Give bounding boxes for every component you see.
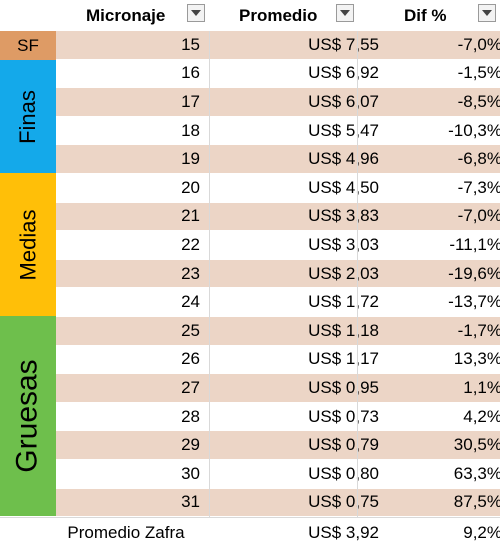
dif-cell: -1,7% [457, 320, 500, 340]
promedio-cell: US$ 0,75 [308, 492, 379, 512]
micronaje-cell: 19 [181, 149, 200, 169]
table-row: 16 US$ 6,92 -1,5% [56, 59, 500, 89]
header-promedio: Promedio [209, 0, 357, 32]
dif-cell: 4,2% [463, 406, 500, 426]
micronaje-cell: 21 [181, 206, 200, 226]
micronaje-cell: 20 [181, 177, 200, 197]
promedio-cell: US$ 1,72 [308, 292, 379, 312]
footer-row: Promedio Zafra US$ 3,92 9,2% [0, 517, 500, 547]
promedio-cell: US$ 2,03 [308, 263, 379, 283]
promedio-cell: US$ 0,73 [308, 406, 379, 426]
dif-cell: -10,3% [448, 120, 500, 140]
group-finas: Finas [0, 60, 56, 173]
promedio-cell: US$ 0,79 [308, 435, 379, 455]
dif-cell: -19,6% [448, 263, 500, 283]
promedio-cell: US$ 5,47 [308, 120, 379, 140]
dif-cell: -7,3% [457, 177, 500, 197]
table-row: 28 US$ 0,73 4,2% [56, 402, 500, 432]
promedio-cell: US$ 6,07 [308, 91, 379, 111]
micronaje-cell: 24 [181, 292, 200, 312]
column-divider [357, 31, 358, 517]
micronaje-cell: 22 [181, 234, 200, 254]
micronaje-cell: 17 [181, 91, 200, 111]
group-medias-label: Medias [15, 209, 41, 280]
footer-label: Promedio Zafra [67, 522, 185, 542]
dif-cell: 63,3% [453, 463, 500, 483]
group-sf: SF [0, 31, 56, 60]
dif-cell: -6,8% [457, 149, 500, 169]
dif-cell: -8,5% [457, 91, 500, 111]
table-row: 20 US$ 4,50 -7,3% [56, 174, 500, 203]
table-row: 17 US$ 6,07 -8,5% [56, 88, 500, 117]
promedio-cell: US$ 6,92 [308, 63, 379, 83]
promedio-cell: US$ 7,55 [308, 34, 379, 54]
footer-dif: 9,2% [463, 522, 500, 542]
table-row: 15 US$ 7,55 -7,0% [56, 31, 500, 60]
micronaje-cell: 16 [181, 63, 200, 83]
header-dif-label: Dif % [404, 6, 447, 25]
header-micronaje-label: Micronaje [86, 6, 166, 25]
chevron-down-icon [191, 10, 201, 16]
micronaje-cell: 23 [181, 263, 200, 283]
dif-cell: -1,5% [457, 63, 500, 83]
table-row: 22 US$ 3,03 -11,1% [56, 231, 500, 260]
filter-dropdown-dif[interactable] [478, 4, 496, 22]
promedio-cell: US$ 3,03 [308, 234, 379, 254]
table-row: 21 US$ 3,83 -7,0% [56, 202, 500, 232]
promedio-cell: US$ 1,18 [308, 320, 379, 340]
promedio-cell: US$ 4,50 [308, 177, 379, 197]
promedio-cell: US$ 0,95 [308, 377, 379, 397]
promedio-cell: US$ 3,83 [308, 206, 379, 226]
micronaje-cell: 25 [181, 320, 200, 340]
group-gruesas: Gruesas [0, 316, 56, 516]
promedio-cell: US$ 4,96 [308, 149, 379, 169]
dif-cell: 1,1% [463, 377, 500, 397]
micronaje-cell: 15 [181, 34, 200, 54]
group-finas-label: Finas [14, 89, 40, 144]
micronaje-cell: 28 [181, 406, 200, 426]
group-gruesas-label: Gruesas [11, 359, 45, 473]
table-row: 18 US$ 5,47 -10,3% [56, 116, 500, 146]
table-row: 27 US$ 0,95 1,1% [56, 374, 500, 403]
column-divider [209, 31, 210, 517]
chevron-down-icon [340, 10, 350, 16]
group-medias: Medias [0, 173, 56, 316]
table-row: 31 US$ 0,75 87,5% [56, 488, 500, 518]
table-row: 23 US$ 2,03 -19,6% [56, 259, 500, 289]
table-row: 29 US$ 0,79 30,5% [56, 431, 500, 460]
micronaje-cell: 30 [181, 463, 200, 483]
dif-cell: -7,0% [457, 206, 500, 226]
micronaje-cell: 29 [181, 435, 200, 455]
header-micronaje: Micronaje [56, 0, 209, 32]
promedio-cell: US$ 1,17 [308, 349, 379, 369]
table-row: 24 US$ 1,72 -13,7% [56, 288, 500, 317]
header-dif: Dif % [357, 0, 500, 32]
dif-cell: 13,3% [453, 349, 500, 369]
table-row: 25 US$ 1,18 -1,7% [56, 317, 500, 346]
dif-cell: -13,7% [448, 292, 500, 312]
micronaje-cell: 26 [181, 349, 200, 369]
chevron-down-icon [482, 10, 492, 16]
dif-cell: -7,0% [457, 34, 500, 54]
micronaje-cell: 18 [181, 120, 200, 140]
micronaje-cell: 31 [181, 492, 200, 512]
group-sf-label: SF [17, 35, 39, 55]
table-row: 19 US$ 4,96 -6,8% [56, 145, 500, 174]
dif-cell: 87,5% [453, 492, 500, 512]
header-promedio-label: Promedio [239, 6, 318, 25]
table-row: 30 US$ 0,80 63,3% [56, 460, 500, 489]
micronaje-cell: 27 [181, 377, 200, 397]
filter-dropdown-promedio[interactable] [336, 4, 354, 22]
promedio-cell: US$ 0,80 [308, 463, 379, 483]
dif-cell: 30,5% [453, 435, 500, 455]
table-row: 26 US$ 1,17 13,3% [56, 345, 500, 375]
footer-promedio: US$ 3,92 [308, 522, 379, 542]
filter-dropdown-micronaje[interactable] [187, 4, 205, 22]
dif-cell: -11,1% [449, 234, 500, 254]
